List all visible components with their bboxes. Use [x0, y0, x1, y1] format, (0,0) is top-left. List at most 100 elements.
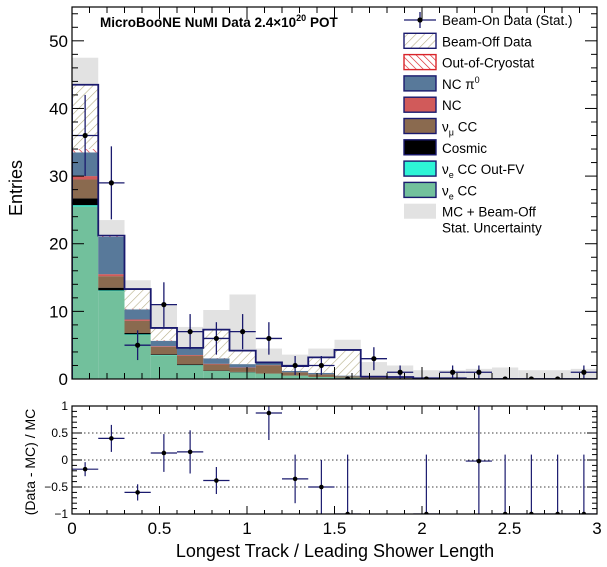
ratio-point	[292, 476, 298, 482]
stack-bar	[255, 373, 282, 379]
x-axis: 0 0.5 1 1.5 2 2.5 3	[67, 406, 602, 538]
stack-bar	[150, 354, 177, 355]
legend-label: Beam-On Data (Stat.)	[442, 13, 573, 28]
legend-swatch	[403, 139, 437, 156]
stack-bar	[124, 309, 151, 320]
stack-bar	[203, 363, 230, 365]
stack-bar	[282, 375, 309, 379]
x-tick-label: 1.5	[323, 519, 347, 538]
x-tick-label: 2.5	[498, 519, 522, 538]
stack-bar	[98, 290, 125, 292]
stack-bar	[203, 370, 230, 379]
ratio-panel: −1 −0.5 0 0.5 1 0 0.5 1 1.5 2 2.5 3 (Data - MC) / …	[22, 399, 602, 561]
stack-bar	[255, 365, 282, 374]
data-point	[187, 329, 193, 335]
band-bar	[518, 370, 545, 379]
ratio-point	[135, 490, 140, 495]
legend-label: Cosmic	[442, 141, 487, 156]
stack-bar	[229, 364, 256, 368]
stack-bar	[72, 198, 99, 206]
legend-label-line2: Stat. Uncertainty	[442, 221, 542, 236]
legend-label-sub: e	[449, 191, 454, 201]
stack-bar	[72, 179, 99, 199]
ratio-y-tick-label: −0.5	[44, 480, 68, 494]
data-point	[135, 342, 141, 348]
legend-label-sup: 0	[475, 75, 480, 85]
legend-label-text: MC + Beam-Off	[442, 205, 536, 220]
legend-entry: Out-of-Cryostat	[403, 53, 535, 71]
data-point	[450, 369, 456, 375]
ratio-points	[72, 406, 597, 514]
legend-label: νe CC	[442, 183, 477, 201]
data-point	[423, 376, 429, 379]
data-point	[213, 335, 219, 342]
stack-bar	[72, 176, 99, 180]
stack-bar	[124, 319, 151, 321]
legend-swatch	[403, 75, 437, 92]
data-point	[345, 376, 351, 379]
legend-label-text: Cosmic	[442, 141, 487, 156]
x-tick-label: 0.5	[148, 519, 172, 538]
x-tick-label: 0	[67, 519, 76, 538]
stack-bar	[203, 358, 230, 364]
legend-entry: νe CC Out-FV	[403, 160, 524, 180]
stack-bar	[177, 348, 204, 355]
ratio-point	[161, 450, 167, 456]
x-axis-label: Longest Track / Leading Shower Length	[176, 541, 494, 561]
data-point	[82, 132, 88, 139]
ratio-point	[319, 484, 324, 490]
y-tick-label: 40	[49, 99, 68, 118]
legend-label: NC	[442, 98, 462, 113]
stack-bar	[98, 274, 125, 277]
stack-bar	[150, 346, 177, 355]
legend-marker-dot	[417, 17, 423, 23]
x-tick-label: 1	[242, 519, 251, 538]
main-panel: 0 10 20 30 40 50 Entries MicroBooNE NuMI Data…	[6, 6, 598, 389]
chart-title: MicroBooNE NuMI Data 2.4×1020 POT	[100, 13, 338, 30]
legend-label: νμ CC	[442, 120, 477, 138]
stack-bar	[229, 350, 256, 365]
ratio-point	[82, 466, 88, 472]
y-axis-label: Entries	[6, 160, 26, 216]
stack-bar	[255, 362, 282, 366]
stack-bar	[72, 205, 99, 207]
data-point	[581, 369, 587, 375]
data-point	[292, 362, 298, 369]
stack-bar	[72, 206, 99, 379]
stack-bar	[229, 367, 256, 372]
legend-label-suffix: CC	[454, 183, 478, 198]
legend-label-sub: μ	[449, 128, 454, 138]
band-bar	[413, 370, 440, 379]
data-point	[318, 362, 324, 369]
legend-label-text: ν	[442, 120, 449, 135]
stack-bar	[124, 289, 151, 309]
legend-swatch	[403, 181, 437, 199]
main-x-ticks	[71, 7, 598, 379]
legend-label: νe CC Out-FV	[442, 162, 524, 180]
legend-entry: Beam-Off Data	[403, 32, 532, 49]
stack-bar	[203, 364, 230, 371]
ratio-grid	[72, 405, 597, 488]
legend-label-text: Out-of-Cryostat	[442, 56, 535, 71]
stack-bar	[334, 375, 361, 377]
legend-label: MC + Beam-Off	[442, 205, 536, 220]
ratio-y-axis-label: (Data - MC) / MC	[22, 409, 38, 516]
data-point	[528, 376, 534, 379]
ratio-frame	[71, 405, 598, 515]
stack-bar	[177, 355, 204, 365]
stack-bar	[360, 377, 387, 379]
legend-swatch	[403, 53, 437, 71]
legend-label: Beam-Off Data	[442, 34, 532, 49]
ratio-y-axis: −1 −0.5 0 0.5 1	[44, 399, 597, 521]
legend-swatch	[403, 32, 437, 49]
stack-bar	[98, 236, 125, 275]
legend-label-suffix: CC Out-FV	[454, 162, 525, 177]
stack-bar	[150, 355, 177, 379]
y-tick-label: 50	[49, 32, 68, 51]
legend-label-text: ν	[442, 183, 449, 198]
stack-bar	[98, 287, 125, 291]
ratio-point	[109, 436, 114, 441]
y-tick-label: 10	[49, 302, 68, 321]
